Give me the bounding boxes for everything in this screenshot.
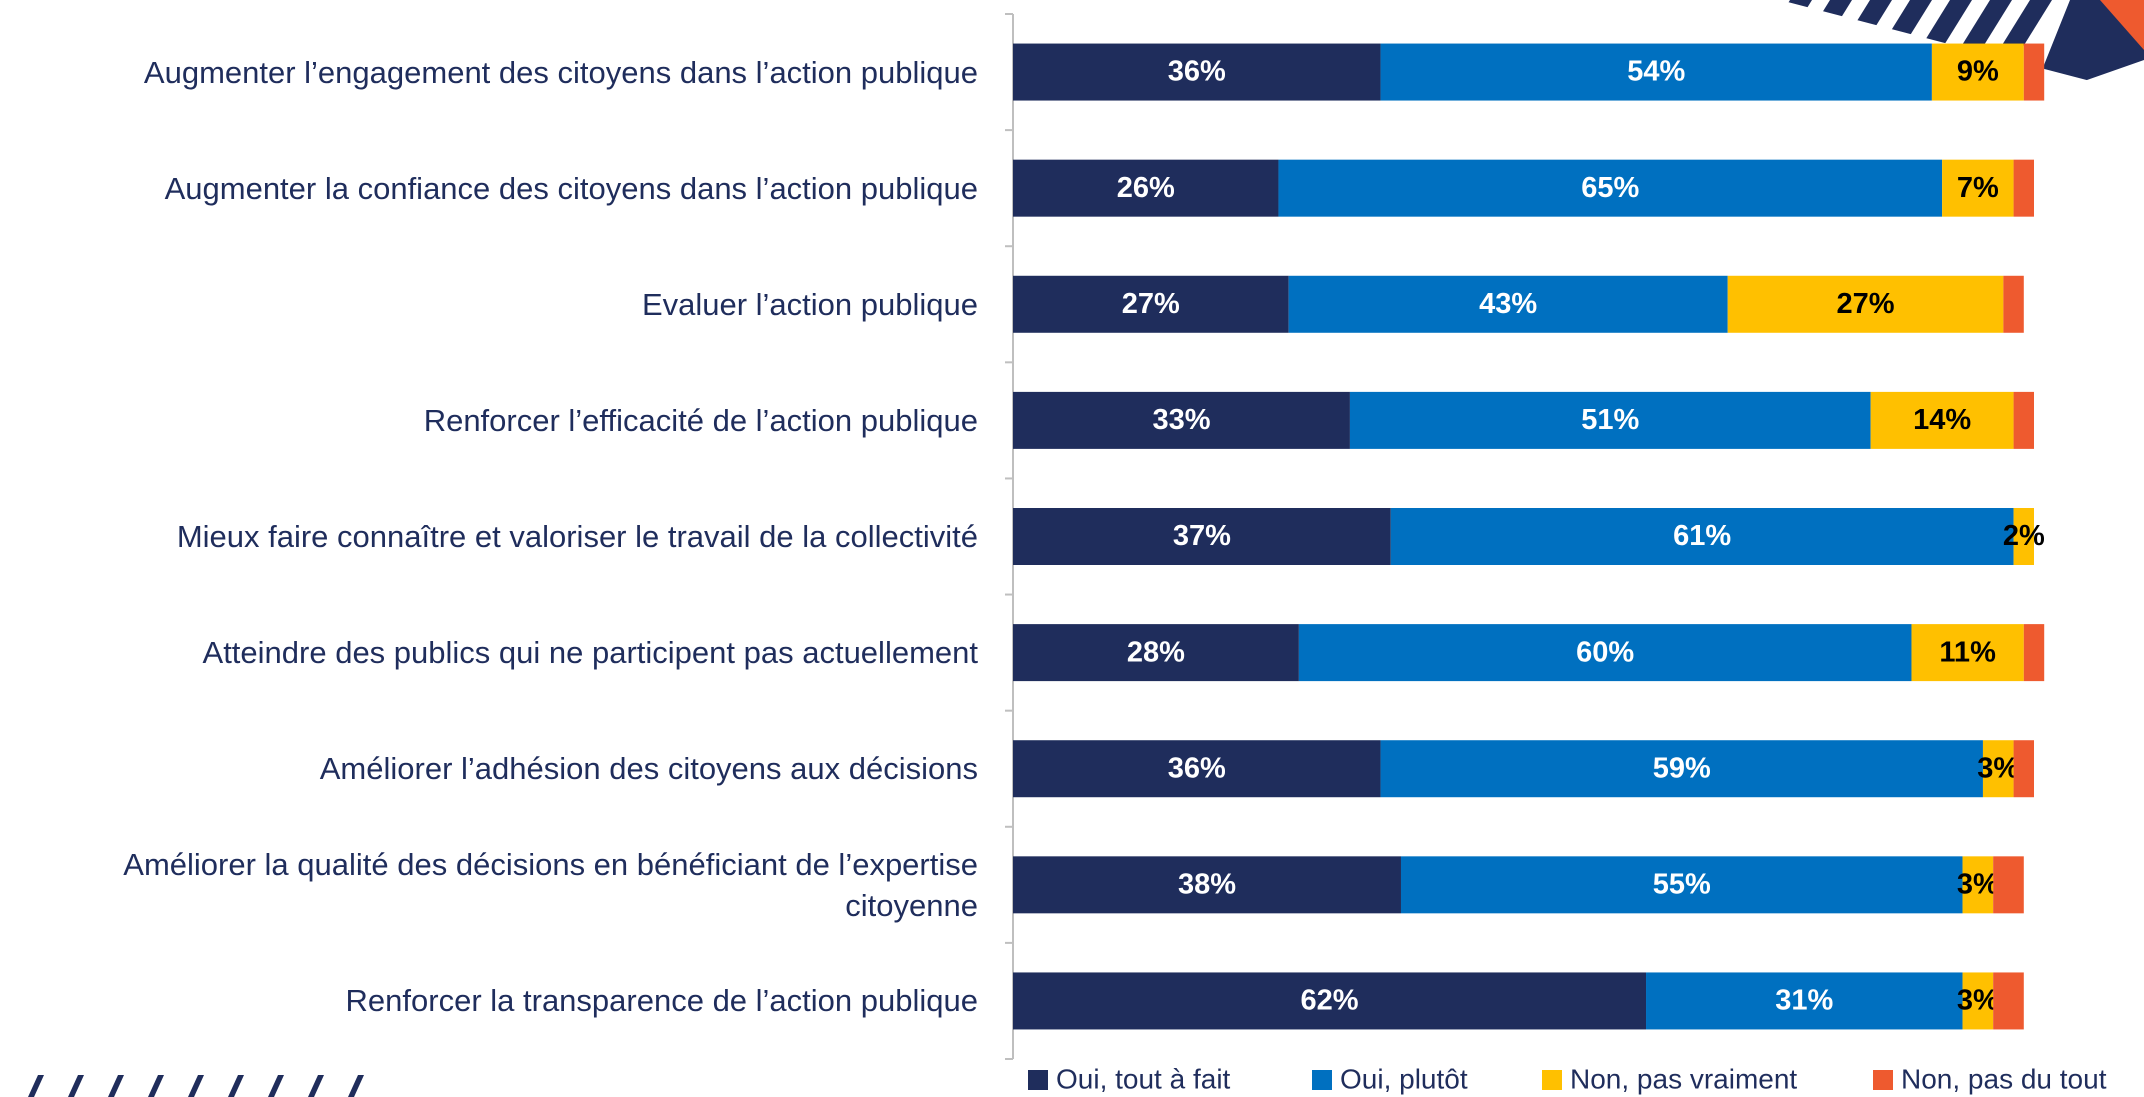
bar-segment	[1646, 972, 1963, 1030]
bar-segment	[1400, 856, 1963, 914]
value-label: 65%	[1581, 172, 1639, 204]
value-label: 14%	[1913, 404, 1971, 436]
value-label: 55%	[1653, 868, 1711, 900]
bar-segment	[1298, 624, 1912, 682]
legend-swatch	[1312, 1070, 1332, 1090]
category-label: Améliorer l’adhésion des citoyens aux dé…	[319, 751, 978, 787]
bar-segment	[1013, 508, 1391, 565]
bar-segment	[1013, 856, 1401, 914]
legend-label: Oui, plutôt	[1340, 1063, 1468, 1094]
value-label: 3%	[1957, 868, 1999, 900]
category-label: Renforcer l’efficacité de l’action publi…	[423, 402, 978, 438]
bar-segment	[1013, 972, 1647, 1030]
value-label: 28%	[1127, 636, 1185, 668]
value-label: 7%	[1957, 172, 1999, 204]
bar-segment	[1911, 624, 2024, 682]
bar-segment	[1278, 159, 1943, 217]
category-label: Améliorer la qualité des décisions en bé…	[123, 846, 978, 923]
category-label: Augmenter l’engagement des citoyens dans…	[143, 54, 978, 90]
bar-segment	[1380, 43, 1932, 101]
value-label: 38%	[1178, 868, 1236, 900]
legend-label: Non, pas vraiment	[1570, 1063, 1797, 1094]
legend-label: Non, pas du tout	[1901, 1063, 2107, 1094]
category-label: Renforcer la transparence de l’action pu…	[345, 983, 978, 1019]
bar-segment	[1931, 43, 2024, 101]
bar-segment	[2003, 275, 2024, 333]
value-label: 36%	[1168, 56, 1226, 88]
bar-segment	[1962, 972, 1994, 1030]
bar-segment	[1013, 275, 1289, 333]
value-label: 11%	[1939, 636, 1996, 668]
bar-segment	[1013, 740, 1381, 798]
bar-segment	[1349, 391, 1871, 449]
value-label: 51%	[1581, 404, 1639, 436]
value-label: 61%	[1673, 520, 1731, 552]
value-label: 27%	[1122, 288, 1180, 320]
value-label: 3%	[1957, 985, 1999, 1017]
value-label: 62%	[1300, 985, 1358, 1017]
value-label: 31%	[1775, 985, 1833, 1017]
bar-segment	[1013, 391, 1350, 449]
value-label: 54%	[1627, 56, 1685, 88]
bar-segment	[1013, 43, 1381, 101]
value-label: 33%	[1152, 404, 1210, 436]
bar-segment	[1993, 972, 2024, 1030]
legend-swatch	[1873, 1070, 1893, 1090]
legend-label: Oui, tout à fait	[1056, 1063, 1231, 1094]
value-label: 36%	[1168, 752, 1226, 784]
category-label: Evaluer l’action publique	[641, 286, 978, 322]
value-label: 43%	[1479, 288, 1537, 320]
category-label: Atteindre des publics qui ne participent…	[202, 635, 978, 671]
value-label: 26%	[1117, 172, 1175, 204]
value-label: 37%	[1173, 520, 1231, 552]
bar-segment	[2013, 391, 2034, 449]
category-label: Augmenter la confiance des citoyens dans…	[164, 170, 978, 206]
value-label: 59%	[1653, 752, 1711, 784]
bar-segment	[1962, 856, 1994, 914]
bar-segment	[2023, 624, 2045, 682]
category-label: Mieux faire connaître et valoriser le tr…	[176, 519, 978, 554]
bar-segment	[1013, 624, 1299, 682]
bar-segment	[1982, 740, 2014, 798]
bar-segment	[1013, 159, 1279, 217]
bar-segment	[1727, 275, 2004, 333]
bar-segment	[2023, 43, 2045, 101]
legend-swatch	[1542, 1070, 1562, 1090]
value-label: 9%	[1957, 56, 1999, 88]
bar-segment	[2013, 740, 2034, 798]
bar-segment	[1390, 508, 2014, 565]
value-label: 60%	[1576, 636, 1634, 668]
bar-segment	[2013, 508, 2034, 565]
bar-segment	[2013, 159, 2034, 217]
bar-segment	[1993, 856, 2024, 914]
bar-segment	[1288, 275, 1728, 333]
value-label: 2%	[2003, 520, 2045, 552]
value-label: 3%	[1977, 752, 2019, 784]
bar-segment	[1870, 391, 2014, 449]
value-label: 27%	[1837, 288, 1895, 320]
legend-swatch	[1028, 1070, 1048, 1090]
bar-segment	[1380, 740, 1983, 798]
bar-segment	[1942, 159, 2014, 217]
